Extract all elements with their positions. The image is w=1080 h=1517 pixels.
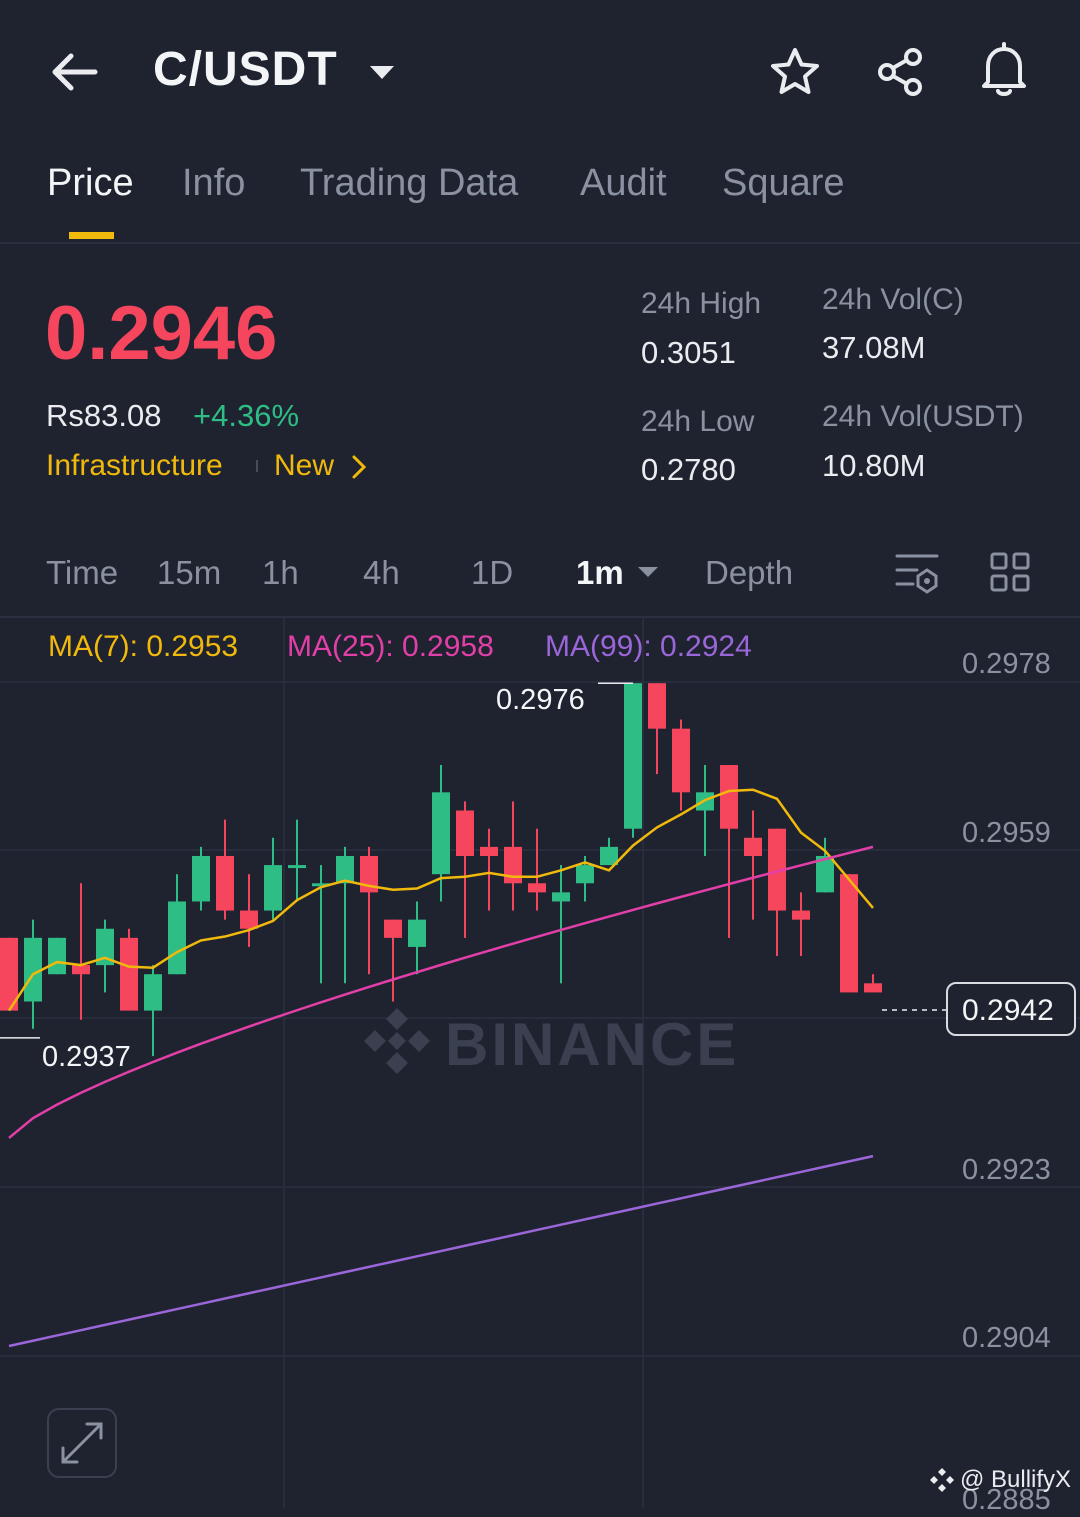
tab-audit[interactable]: Audit bbox=[580, 162, 667, 204]
bell-icon[interactable] bbox=[972, 38, 1036, 102]
high-label: 24h High bbox=[641, 287, 762, 320]
chevron-right-icon[interactable] bbox=[350, 454, 368, 485]
tab-trading-data[interactable]: Trading Data bbox=[300, 162, 519, 204]
vol-base-label: 24h Vol(C) bbox=[822, 283, 964, 316]
fiat-price: Rs83.08 bbox=[46, 398, 162, 433]
candle-body bbox=[0, 937, 18, 1011]
tab-price[interactable]: Price bbox=[47, 162, 134, 204]
candle-body bbox=[168, 901, 186, 975]
tab-bar: Price Info Trading Data Audit Square bbox=[0, 150, 1080, 244]
low-marker-label: 0.2937 bbox=[42, 1041, 131, 1073]
timeframe-4h[interactable]: 4h bbox=[363, 554, 400, 591]
y-tick-label: 0.2904 bbox=[962, 1322, 1051, 1354]
vol-quote-value: 10.80M bbox=[822, 448, 926, 483]
candle-body bbox=[24, 937, 42, 1002]
candle-body bbox=[744, 837, 762, 856]
indicator-settings-icon[interactable] bbox=[893, 550, 941, 599]
y-tick-label: 0.2959 bbox=[962, 817, 1051, 849]
timeframe-1d[interactable]: 1D bbox=[471, 554, 514, 591]
candle-body bbox=[576, 865, 594, 884]
category-tag[interactable]: Infrastructure bbox=[46, 449, 223, 482]
top-bar: C/USDT bbox=[0, 0, 1080, 140]
chart-divider bbox=[0, 616, 1080, 618]
ma25-line bbox=[8, 845, 874, 1139]
binance-logo-icon bbox=[360, 1004, 434, 1083]
candle-body bbox=[672, 728, 690, 793]
candle-body bbox=[144, 974, 162, 1011]
candle-body bbox=[192, 855, 210, 902]
tag-separator bbox=[256, 460, 258, 472]
new-tag[interactable]: New bbox=[274, 449, 335, 482]
candle-body bbox=[504, 846, 522, 884]
timeframe-dropdown-icon[interactable] bbox=[636, 564, 660, 585]
candle-body bbox=[384, 919, 402, 938]
expand-icon bbox=[61, 1422, 103, 1464]
candle-body bbox=[72, 965, 90, 975]
fullscreen-button[interactable] bbox=[47, 1408, 117, 1478]
ma99-line bbox=[8, 1154, 874, 1348]
share-icon[interactable] bbox=[868, 40, 932, 104]
timeframe-1m[interactable]: 1m bbox=[576, 554, 624, 591]
layout-grid-icon[interactable] bbox=[988, 550, 1032, 599]
low-value: 0.2780 bbox=[641, 452, 736, 487]
last-price-marker: 0.2942 bbox=[946, 982, 1076, 1036]
candlestick-chart[interactable] bbox=[0, 618, 1080, 1508]
low-label: 24h Low bbox=[641, 405, 755, 438]
binance-small-logo-icon bbox=[928, 1466, 956, 1499]
pair-title[interactable]: C/USDT bbox=[153, 43, 338, 96]
timeframe-time[interactable]: Time bbox=[46, 554, 119, 591]
candle-body bbox=[528, 883, 546, 893]
ma99-label: MA(99): 0.2924 bbox=[545, 630, 752, 663]
candle-body bbox=[48, 937, 66, 975]
candle-body bbox=[600, 846, 618, 866]
candle-body bbox=[624, 683, 642, 829]
candle-body bbox=[648, 683, 666, 729]
ma25-label: MA(25): 0.2958 bbox=[287, 630, 494, 663]
star-icon[interactable] bbox=[763, 40, 827, 104]
candle-body bbox=[432, 792, 450, 875]
vol-base-value: 37.08M bbox=[822, 330, 926, 365]
candle-body bbox=[768, 828, 786, 911]
high-marker-label: 0.2976 bbox=[496, 684, 585, 716]
candle-body bbox=[120, 937, 138, 1011]
candle-body bbox=[456, 810, 474, 856]
credit-text: @ BullifyX bbox=[960, 1466, 1072, 1493]
binance-watermark: BINANCE bbox=[445, 1011, 740, 1078]
candle-body bbox=[96, 928, 114, 966]
timeframe-1h[interactable]: 1h bbox=[262, 554, 299, 591]
candle-body bbox=[864, 983, 882, 993]
candle-body bbox=[240, 910, 258, 929]
candle-body bbox=[792, 910, 810, 920]
candle-body bbox=[336, 855, 354, 884]
active-tab-indicator bbox=[69, 232, 114, 239]
timeframe-15m[interactable]: 15m bbox=[157, 554, 222, 591]
timeframe-depth[interactable]: Depth bbox=[705, 554, 794, 591]
candle-body bbox=[408, 919, 426, 947]
last-price: 0.2946 bbox=[45, 291, 278, 376]
candle-body bbox=[216, 855, 234, 911]
candle-body bbox=[264, 865, 282, 911]
y-tick-label: 0.2923 bbox=[962, 1154, 1051, 1186]
dropdown-caret-icon[interactable] bbox=[350, 40, 414, 104]
high-value: 0.3051 bbox=[641, 335, 736, 370]
price-change-percent: +4.36% bbox=[193, 398, 300, 433]
tab-square[interactable]: Square bbox=[722, 162, 845, 204]
vol-quote-label: 24h Vol(USDT) bbox=[822, 400, 1024, 433]
ma7-label: MA(7): 0.2953 bbox=[48, 630, 239, 663]
candle-body bbox=[552, 892, 570, 902]
ma7-line bbox=[7, 788, 874, 1012]
candle-body bbox=[816, 855, 834, 893]
last-price-marker-text: 0.2942 bbox=[962, 994, 1054, 1027]
candle-body bbox=[480, 846, 498, 856]
candle-body bbox=[360, 855, 378, 893]
candle-body bbox=[840, 874, 858, 993]
candle-body bbox=[312, 883, 330, 887]
candle-body bbox=[720, 765, 738, 829]
y-tick-label: 0.2978 bbox=[962, 648, 1051, 680]
tab-info[interactable]: Info bbox=[182, 162, 246, 204]
candle-body bbox=[288, 865, 306, 869]
back-arrow-icon[interactable] bbox=[42, 40, 106, 104]
